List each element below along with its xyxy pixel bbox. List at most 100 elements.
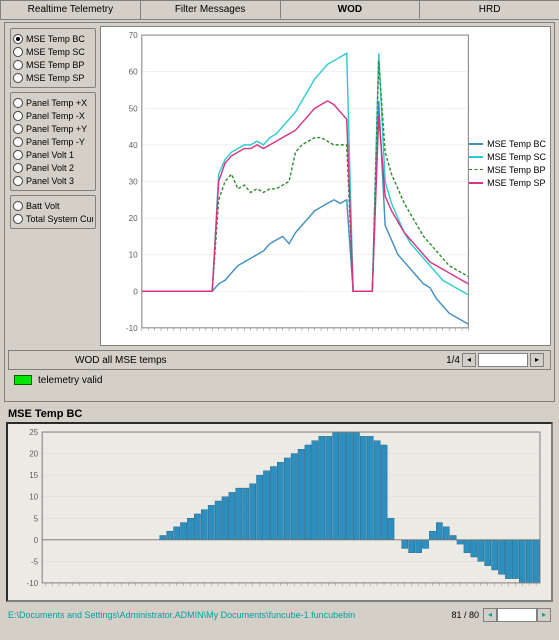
svg-text:20: 20 bbox=[129, 214, 139, 223]
legend-item: MSE Temp BC bbox=[469, 137, 546, 150]
radio-icon bbox=[13, 163, 23, 173]
sidebar-group: Batt Volt Total System Curr bbox=[10, 195, 96, 229]
sidebar-item-label: Batt Volt bbox=[26, 201, 60, 211]
sidebar-group: MSE Temp BC MSE Temp SC MSE Temp BP MSE Tem… bbox=[10, 28, 96, 88]
svg-text:-5: -5 bbox=[31, 557, 39, 566]
svg-text:40: 40 bbox=[129, 141, 139, 150]
page-next-button[interactable]: ▸ bbox=[530, 353, 544, 367]
radio-icon bbox=[13, 60, 23, 70]
radio-icon bbox=[13, 201, 23, 211]
radio-icon bbox=[13, 111, 23, 121]
sidebar-item-label: MSE Temp BP bbox=[26, 60, 84, 70]
sidebar-item[interactable]: Total System Curr bbox=[13, 212, 93, 225]
status-text: telemetry valid bbox=[38, 375, 102, 386]
tab-realtime[interactable]: Realtime Telemetry bbox=[0, 0, 141, 19]
legend-label: MSE Temp BP bbox=[487, 165, 545, 175]
legend-swatch bbox=[469, 169, 483, 170]
tab-filter[interactable]: Filter Messages bbox=[140, 0, 281, 19]
legend-swatch bbox=[469, 156, 483, 158]
sidebar-group: Panel Temp +X Panel Temp -X Panel Temp +Y P… bbox=[10, 92, 96, 191]
upper-panel: MSE Temp BC MSE Temp SC MSE Temp BP MSE Tem… bbox=[4, 22, 555, 402]
radio-icon bbox=[13, 124, 23, 134]
sidebar-item-label: Panel Volt 1 bbox=[26, 150, 74, 160]
svg-text:0: 0 bbox=[34, 536, 39, 545]
tab-wod[interactable]: WOD bbox=[280, 0, 421, 19]
sidebar-item-label: Panel Temp +Y bbox=[26, 124, 87, 134]
lower-chart-title: MSE Temp BC bbox=[0, 404, 559, 422]
page-control: 1/4 ◂ ▸ bbox=[446, 353, 544, 367]
svg-text:15: 15 bbox=[29, 471, 38, 480]
sidebar-item[interactable]: Panel Volt 1 bbox=[13, 148, 93, 161]
radio-icon bbox=[13, 150, 23, 160]
chart-subtitle: WOD all MSE temps bbox=[15, 355, 446, 366]
sidebar-item-label: MSE Temp BC bbox=[26, 34, 85, 44]
status-row: telemetry valid bbox=[8, 372, 551, 388]
app-root: { "tabs": ["Realtime Telemetry", "Filter… bbox=[0, 0, 559, 640]
sidebar-item[interactable]: Panel Temp -Y bbox=[13, 135, 93, 148]
page-prev-button[interactable]: ◂ bbox=[462, 353, 476, 367]
legend-label: MSE Temp SC bbox=[487, 152, 546, 162]
legend-swatch bbox=[469, 182, 483, 184]
svg-text:30: 30 bbox=[129, 178, 139, 187]
sidebar-item[interactable]: MSE Temp BP bbox=[13, 58, 93, 71]
radio-icon bbox=[13, 34, 23, 44]
svg-text:-10: -10 bbox=[126, 324, 138, 333]
sidebar-item-label: Panel Volt 2 bbox=[26, 163, 74, 173]
radio-icon bbox=[13, 98, 23, 108]
status-led bbox=[14, 375, 32, 385]
sidebar-item[interactable]: Panel Temp +X bbox=[13, 96, 93, 109]
sidebar-item[interactable]: MSE Temp SP bbox=[13, 71, 93, 84]
sidebar-item[interactable]: Batt Volt bbox=[13, 199, 93, 212]
legend-label: MSE Temp BC bbox=[487, 139, 546, 149]
footer: E:\Documents and Settings\Administrator.… bbox=[0, 604, 559, 626]
svg-text:50: 50 bbox=[129, 104, 139, 113]
sidebar-item-label: MSE Temp SC bbox=[26, 47, 85, 57]
radio-icon bbox=[13, 214, 23, 224]
chart-legend: MSE Temp BC MSE Temp SC MSE Temp BP MSE Tem… bbox=[469, 137, 546, 189]
footer-next-button[interactable]: ▸ bbox=[537, 608, 551, 622]
sidebar: MSE Temp BC MSE Temp SC MSE Temp BP MSE Tem… bbox=[8, 26, 98, 346]
sidebar-item[interactable]: MSE Temp BC bbox=[13, 32, 93, 45]
legend-item: MSE Temp BP bbox=[469, 163, 546, 176]
sidebar-item-label: MSE Temp SP bbox=[26, 73, 84, 83]
svg-text:5: 5 bbox=[34, 514, 39, 523]
svg-text:-10: -10 bbox=[27, 579, 39, 588]
sidebar-item-label: Panel Temp +X bbox=[26, 98, 87, 108]
footer-page: 81 / 80 bbox=[451, 610, 479, 620]
page-indicator: 1/4 bbox=[446, 355, 460, 366]
tab-bar: Realtime Telemetry Filter Messages WOD H… bbox=[0, 0, 559, 20]
radio-icon bbox=[13, 176, 23, 186]
page-scroll-track[interactable] bbox=[478, 353, 528, 367]
svg-text:25: 25 bbox=[29, 428, 38, 437]
svg-text:20: 20 bbox=[29, 450, 38, 459]
radio-icon bbox=[13, 47, 23, 57]
sidebar-item[interactable]: Panel Temp -X bbox=[13, 109, 93, 122]
sidebar-item-label: Total System Curr bbox=[26, 214, 93, 224]
svg-text:10: 10 bbox=[129, 251, 139, 260]
sidebar-item[interactable]: Panel Volt 2 bbox=[13, 161, 93, 174]
footer-prev-button[interactable]: ◂ bbox=[483, 608, 497, 622]
upper-row: MSE Temp BC MSE Temp SC MSE Temp BP MSE Tem… bbox=[8, 26, 551, 346]
svg-text:10: 10 bbox=[29, 493, 38, 502]
legend-item: MSE Temp SC bbox=[469, 150, 546, 163]
svg-text:0: 0 bbox=[133, 287, 138, 296]
svg-text:60: 60 bbox=[129, 68, 139, 77]
subtitle-row: WOD all MSE temps 1/4 ◂ ▸ bbox=[8, 350, 551, 370]
sidebar-item[interactable]: MSE Temp SC bbox=[13, 45, 93, 58]
legend-label: MSE Temp SP bbox=[487, 178, 545, 188]
lower-panel: -10 -5 0 5 10 15 20 25 bbox=[6, 422, 553, 602]
legend-swatch bbox=[469, 143, 483, 145]
radio-icon bbox=[13, 137, 23, 147]
svg-text:70: 70 bbox=[129, 31, 139, 40]
lower-chart-svg: -10 -5 0 5 10 15 20 25 bbox=[8, 424, 551, 600]
sidebar-item[interactable]: Panel Temp +Y bbox=[13, 122, 93, 135]
upper-chart: -10 0 10 20 30 40 50 60 70 MSE Temp BC MSE Temp S… bbox=[100, 26, 551, 346]
tab-hrd[interactable]: HRD bbox=[419, 0, 559, 19]
sidebar-item[interactable]: Panel Volt 3 bbox=[13, 174, 93, 187]
sidebar-item-label: Panel Volt 3 bbox=[26, 176, 74, 186]
legend-item: MSE Temp SP bbox=[469, 176, 546, 189]
footer-scroll-track[interactable] bbox=[497, 608, 537, 622]
sidebar-item-label: Panel Temp -X bbox=[26, 111, 85, 121]
sidebar-item-label: Panel Temp -Y bbox=[26, 137, 85, 147]
footer-path: E:\Documents and Settings\Administrator.… bbox=[8, 610, 451, 620]
